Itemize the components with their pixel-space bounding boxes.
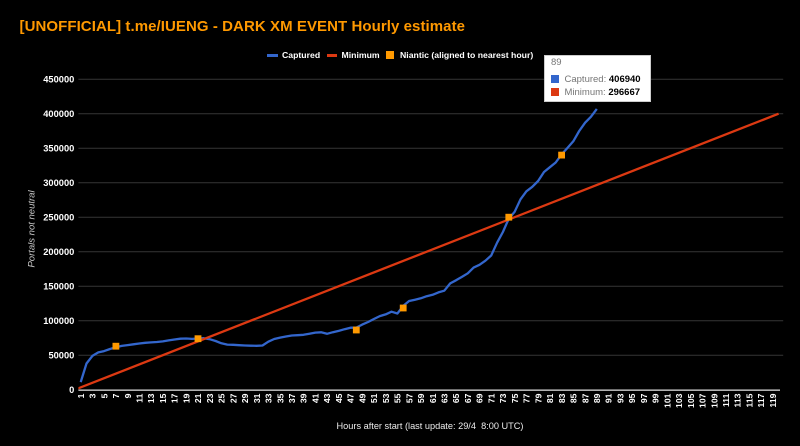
svg-text:77: 77 [522,393,532,403]
svg-text:23: 23 [205,393,215,403]
svg-text:81: 81 [545,393,555,403]
svg-text:65: 65 [451,393,461,403]
svg-text:35: 35 [275,393,285,403]
svg-text:350000: 350000 [43,144,74,154]
svg-text:Portals not neutral: Portals not neutral [27,190,38,268]
svg-text:0: 0 [69,385,74,395]
svg-text:103: 103 [674,393,684,408]
svg-text:63: 63 [440,393,450,403]
svg-text:3: 3 [88,393,98,398]
svg-text:13: 13 [146,393,156,403]
svg-text:89: 89 [592,393,602,403]
svg-text:11: 11 [135,393,145,402]
svg-text:100000: 100000 [43,316,74,326]
svg-text:19: 19 [181,393,191,403]
svg-text:47: 47 [346,393,356,403]
svg-text:115: 115 [745,393,755,407]
svg-text:53: 53 [381,393,391,403]
svg-text:117: 117 [756,393,766,407]
svg-text:33: 33 [264,393,274,403]
svg-text:61: 61 [428,393,438,403]
svg-text:400000: 400000 [43,109,74,119]
svg-text:97: 97 [639,393,649,403]
svg-text:43: 43 [322,393,332,403]
svg-text:250000: 250000 [43,213,74,223]
svg-text:111: 111 [721,393,731,407]
svg-text:93: 93 [615,393,625,403]
svg-text:5: 5 [99,393,109,398]
svg-text:91: 91 [604,393,614,403]
svg-text:1: 1 [76,393,86,398]
svg-text:75: 75 [510,393,520,403]
svg-text:109: 109 [709,393,719,408]
svg-text:7: 7 [111,393,121,398]
svg-text:119: 119 [768,393,778,407]
svg-text:85: 85 [569,393,579,403]
svg-text:9: 9 [123,393,133,398]
svg-text:83: 83 [557,393,567,403]
svg-text:99: 99 [651,393,661,403]
svg-text:95: 95 [627,393,637,403]
svg-text:37: 37 [287,393,297,403]
svg-text:59: 59 [416,393,426,403]
svg-text:300000: 300000 [43,178,74,188]
svg-text:29: 29 [240,393,250,403]
svg-text:87: 87 [580,393,590,403]
svg-text:105: 105 [686,393,696,408]
svg-text:107: 107 [698,393,708,408]
svg-text:15: 15 [158,393,168,403]
svg-text:31: 31 [252,393,262,403]
svg-text:450000: 450000 [43,75,74,85]
svg-text:150000: 150000 [43,282,74,292]
svg-text:200000: 200000 [43,247,74,257]
svg-text:79: 79 [533,393,543,403]
svg-text:73: 73 [498,393,508,403]
svg-text:21: 21 [193,393,203,403]
svg-text:57: 57 [404,393,414,403]
svg-text:49: 49 [357,393,367,403]
svg-text:113: 113 [733,393,743,407]
svg-text:25: 25 [217,393,227,403]
svg-text:69: 69 [475,393,485,403]
svg-text:50000: 50000 [48,351,74,361]
svg-text:27: 27 [228,393,238,403]
svg-text:67: 67 [463,393,473,403]
svg-text:17: 17 [170,393,180,403]
svg-text:51: 51 [369,393,379,403]
svg-text:Hours after start (last update: Hours after start (last update: 29/4 8:0… [337,421,524,431]
svg-text:41: 41 [311,393,321,403]
svg-text:101: 101 [662,393,672,408]
svg-text:71: 71 [486,393,496,403]
svg-text:55: 55 [393,393,403,403]
svg-text:45: 45 [334,393,344,403]
svg-text:39: 39 [299,393,309,403]
